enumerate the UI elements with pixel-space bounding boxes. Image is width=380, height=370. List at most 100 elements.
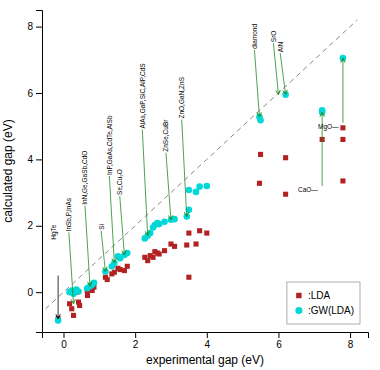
point <box>204 183 211 190</box>
annotation-label: diamond <box>251 24 258 49</box>
point <box>340 137 345 142</box>
y-tick: 6 <box>27 88 42 99</box>
point <box>162 248 167 253</box>
y-tick-mark <box>36 159 42 160</box>
annotation-arrow <box>101 231 105 272</box>
point <box>340 125 345 130</box>
annotation-arrow <box>166 153 171 220</box>
point <box>77 303 82 308</box>
annotation-label: Se,Cu₂O <box>116 169 123 195</box>
annotation-arrow <box>280 53 285 94</box>
y-tick-label: 4 <box>27 154 33 165</box>
point <box>193 241 198 246</box>
annotation-label: ZnO,GaN,ZnS <box>178 76 185 118</box>
point <box>186 187 193 194</box>
annotation-label: AlAs,GaP,SiC,AlP,CdS <box>139 63 146 129</box>
point <box>186 275 191 280</box>
annotation-label: ZnSe,CuBr <box>162 119 169 152</box>
x-axis-title: experimental gap (eV) <box>146 353 264 367</box>
point <box>71 313 76 318</box>
x-tick-label: 6 <box>276 339 282 350</box>
annotation-label: HgTe <box>50 224 58 240</box>
point <box>258 152 263 157</box>
annotations: HgTe InSb,P,InAs InN,Ge,GaSb,CdO Si InP,GaAs… <box>50 24 343 319</box>
y-tick: 2 <box>27 220 42 231</box>
y-axis-line <box>36 11 43 333</box>
x-tick-label: 8 <box>348 339 354 350</box>
x-tick-mark <box>278 332 279 338</box>
point <box>184 242 189 247</box>
point <box>67 301 72 306</box>
annotation-label: Si <box>98 224 105 230</box>
annotation-arrow <box>85 206 90 286</box>
point <box>145 258 150 263</box>
annotation-label: SrO <box>270 31 277 43</box>
point <box>157 251 162 256</box>
point <box>204 231 209 236</box>
point <box>340 178 345 183</box>
annotation-arrow <box>342 58 343 123</box>
legend-label: :GW(LDA) <box>308 305 354 316</box>
y-tick: 0 <box>27 287 42 298</box>
x-tick: 6 <box>276 332 282 350</box>
point <box>75 288 82 295</box>
point <box>196 183 203 190</box>
marks <box>46 20 358 324</box>
legend: :LDA :GW(LDA) <box>287 282 360 324</box>
x-tick: 2 <box>133 332 139 350</box>
x-tick-mark <box>350 332 351 338</box>
legend-label: :LDA <box>308 290 331 301</box>
annotation-label: InSb,P,InAs <box>65 197 72 231</box>
point <box>257 181 262 186</box>
y-tick-label: 2 <box>27 220 33 231</box>
legend-frame <box>287 282 360 324</box>
x-tick-mark <box>135 332 136 338</box>
annotation-arrow <box>120 196 125 255</box>
point <box>69 306 74 311</box>
y-axis-title: calculated gap (eV) <box>1 119 15 222</box>
y-tick-mark <box>36 27 42 28</box>
x-tick-label: 0 <box>61 339 67 350</box>
annotation-label: MgO— <box>318 123 339 131</box>
legend-symbol <box>296 293 301 298</box>
y-axis: 0 2 4 6 8 <box>27 11 42 333</box>
x-tick-mark <box>63 332 64 338</box>
point <box>161 218 168 225</box>
reference-line <box>46 20 358 309</box>
x-tick: 8 <box>348 332 354 350</box>
annotation-label: InN,Ge,GaSb,CdO <box>81 151 88 205</box>
point <box>105 277 110 282</box>
y-tick: 8 <box>27 21 42 32</box>
y-tick-mark <box>36 226 42 227</box>
point <box>91 280 98 287</box>
point <box>85 293 90 298</box>
y-tick-mark <box>36 292 42 293</box>
annotation-arrow <box>69 232 74 303</box>
x-axis: 0 2 4 6 8 <box>43 332 369 350</box>
x-axis-line <box>43 333 369 339</box>
x-tick-label: 4 <box>205 339 211 350</box>
annotation-label: CaO— <box>298 186 318 193</box>
x-tick-mark <box>207 332 208 338</box>
annotation-arrow <box>58 276 59 319</box>
annotation-label: InP,GaAs,CdTe,AlSb <box>106 115 113 175</box>
y-tick-mark <box>36 93 42 94</box>
y-tick: 4 <box>27 154 42 165</box>
chart: 0 2 4 6 8 0 2 4 6 8 experimental gap (eV) calculate… <box>0 0 380 370</box>
annotation-arrow <box>182 120 187 217</box>
y-tick-label: 6 <box>27 88 33 99</box>
point <box>125 264 130 269</box>
annotation-arrow <box>142 130 147 236</box>
point <box>124 250 131 257</box>
point <box>283 155 288 160</box>
plot-area: 0 2 4 6 8 0 2 4 6 8 experimental gap (eV) calculate… <box>1 11 369 368</box>
y-tick-label: 0 <box>27 287 33 298</box>
x-tick: 0 <box>61 332 67 350</box>
annotation-arrow <box>254 50 259 117</box>
point <box>197 228 202 233</box>
point <box>172 244 177 249</box>
x-tick-label: 2 <box>133 339 139 350</box>
y-tick-label: 8 <box>27 21 33 32</box>
point <box>283 192 288 197</box>
point <box>186 231 191 236</box>
